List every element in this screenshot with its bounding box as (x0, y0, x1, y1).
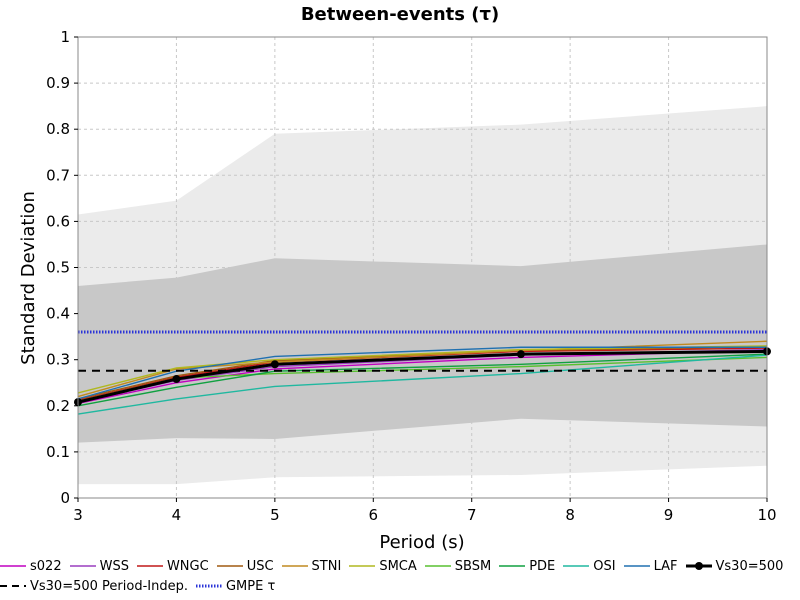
x-tick-label: 5 (270, 506, 280, 524)
legend-item-usc: USC (216, 558, 274, 574)
y-tick-label: 0.6 (46, 212, 70, 230)
legend: s022 WSS WNGC USC STNI SMCA SBSM PDE OSI LAF Vs30=… (0, 556, 800, 596)
x-tick-label: 10 (757, 506, 776, 524)
legend-label: SBSM (454, 558, 492, 574)
legend-item-sbsm: SBSM (424, 558, 492, 574)
legend-label: SMCA (379, 558, 417, 574)
x-axis-label: Period (s) (379, 532, 464, 553)
legend-label: LAF (653, 558, 678, 574)
legend-item-wngc: WNGC (136, 558, 209, 574)
y-tick-label: 0.1 (46, 443, 70, 461)
chart: Between-events (τ) 3 4 5 6 7 8 9 10 0 0.1 0.2 0.3 0.… (18, 4, 777, 553)
y-tick-label: 0.7 (46, 166, 70, 184)
x-tick-label: 8 (565, 506, 575, 524)
legend-row: Vs30=500 Period-Indep. GMPE τ (0, 576, 800, 596)
legend-swatch (281, 565, 308, 567)
legend-item-wss: WSS (69, 558, 129, 574)
y-tick-label: 1 (60, 28, 70, 46)
legend-label: s022 (30, 558, 62, 574)
legend-swatch (0, 565, 26, 567)
legend-swatch (216, 565, 243, 567)
legend-row: s022 WSS WNGC USC STNI SMCA SBSM PDE OSI LAF Vs30=… (0, 556, 800, 576)
y-tick-label: 0.4 (46, 305, 70, 323)
legend-swatch (349, 565, 376, 567)
x-tick-label: 4 (172, 506, 182, 524)
uncertainty-band-2 (78, 244, 767, 443)
legend-label: OSI (593, 558, 616, 574)
legend-swatch (685, 562, 712, 570)
legend-label: PDE (529, 558, 556, 574)
y-tick-label: 0.5 (46, 259, 70, 277)
legend-swatch (623, 565, 650, 567)
legend-swatch (424, 565, 451, 567)
series-line-laf (77, 346, 767, 400)
series-line-osi (77, 354, 768, 415)
legend-swatch (136, 565, 163, 567)
legend-label: STNI (311, 558, 342, 574)
legend-swatch (69, 565, 96, 567)
legend-item-laf: LAF (623, 558, 678, 574)
legend-label: WSS (99, 558, 129, 574)
legend-item-s022: s022 (0, 559, 62, 574)
legend-item-stni: STNI (281, 558, 342, 574)
legend-label: USC (246, 558, 274, 574)
chart-title: Between-events (τ) (301, 4, 499, 25)
legend-label: WNGC (166, 558, 209, 574)
y-tick-label: 0.2 (46, 397, 70, 415)
legend-item-gmpe: GMPE τ (195, 578, 276, 594)
x-tick-label: 3 (73, 506, 83, 524)
series-line-s022 (77, 349, 768, 405)
series-line-smca (77, 345, 768, 394)
y-tick-label: 0.8 (46, 120, 70, 138)
legend-swatch (195, 584, 222, 588)
legend-swatch (563, 565, 590, 567)
legend-item-vs30-500-period-indep: Vs30=500 Period-Indep. (0, 579, 188, 594)
legend-label: GMPE τ (225, 578, 276, 594)
x-tick-label: 7 (467, 506, 477, 524)
legend-label: Vs30=500 (715, 558, 784, 574)
legend-swatch (0, 585, 26, 587)
legend-swatch (499, 565, 526, 567)
y-tick-label: 0.9 (46, 74, 70, 92)
legend-item-vs30-500: Vs30=500 (685, 558, 784, 574)
y-tick-label: 0 (60, 489, 70, 507)
x-tick-label: 9 (664, 506, 674, 524)
series-point-vs30-500 (270, 360, 279, 369)
legend-item-smca: SMCA (349, 558, 417, 574)
legend-item-pde: PDE (499, 559, 555, 574)
legend-label: Vs30=500 Period-Indep. (30, 578, 188, 594)
y-axis-label: Standard Deviation (18, 191, 39, 365)
legend-item-osi: OSI (563, 558, 616, 574)
series-point-vs30-500 (516, 350, 525, 359)
y-tick-label: 0.3 (46, 351, 70, 369)
x-tick-label: 6 (369, 506, 379, 524)
series-point-vs30-500 (172, 375, 181, 384)
